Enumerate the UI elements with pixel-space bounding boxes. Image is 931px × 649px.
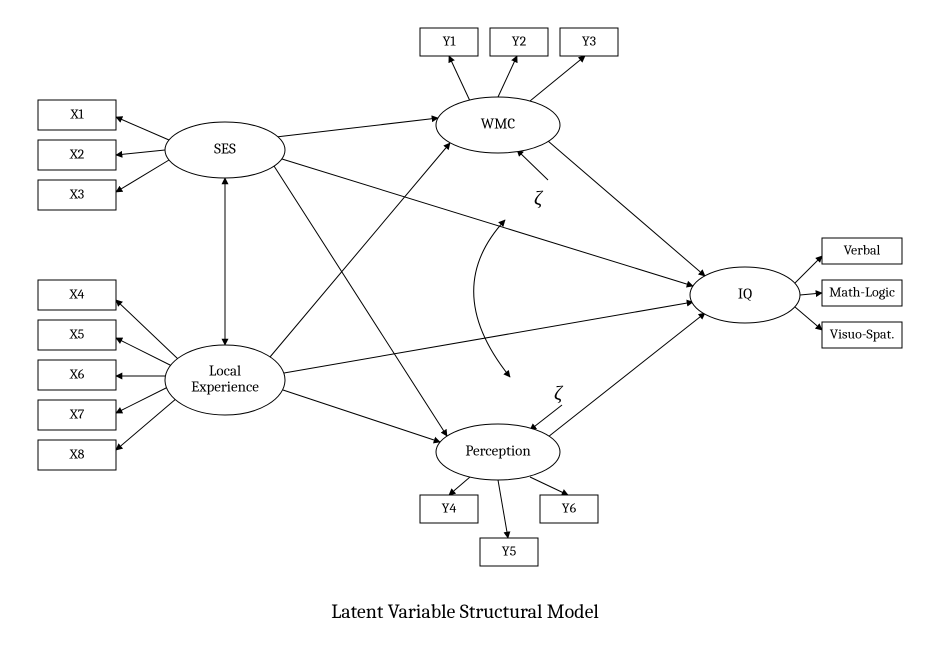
measurement-path-15 xyxy=(800,293,822,295)
indicator-label-y5: Y5 xyxy=(502,542,517,559)
measurement-path-11 xyxy=(449,477,470,495)
measurement-path-0 xyxy=(116,117,169,140)
latent-label-perception: Perception xyxy=(465,442,531,460)
zeta-arrow-1 xyxy=(530,405,562,430)
disturbance-covariance-curve xyxy=(474,220,510,377)
indicator-label-y6: Y6 xyxy=(562,499,577,516)
structural-path-2 xyxy=(276,118,438,137)
indicator-label-y1: Y1 xyxy=(443,32,457,49)
latent-label-iq: IQ xyxy=(738,285,752,303)
measurement-path-10 xyxy=(530,56,585,101)
measurement-path-12 xyxy=(498,480,508,538)
structural-path-4 xyxy=(270,143,450,357)
indicator-label-x5: X5 xyxy=(69,325,85,342)
measurement-path-13 xyxy=(530,477,568,495)
zeta-label-1: ζ xyxy=(554,382,564,405)
measurement-path-3 xyxy=(116,300,178,359)
latent-label-ses: SES xyxy=(214,140,236,158)
indicator-label-x8: X8 xyxy=(69,445,85,462)
indicator-label-x3: X3 xyxy=(69,185,84,202)
measurement-path-7 xyxy=(116,398,177,450)
measurement-path-1 xyxy=(116,150,165,155)
latent-label-wmc: WMC xyxy=(481,115,516,133)
indicator-label-visuospat: Visuo-Spat. xyxy=(830,325,895,342)
latent-label-local-l1: Experience xyxy=(191,378,259,396)
structural-path-7 xyxy=(548,313,705,437)
zeta-label-0: ζ xyxy=(534,187,544,210)
measurement-path-8 xyxy=(449,56,470,101)
structural-path-1 xyxy=(284,302,693,373)
structural-path-0 xyxy=(282,159,693,286)
indicator-label-y2: Y2 xyxy=(512,32,527,49)
zeta-arrow-0 xyxy=(517,150,548,180)
diagram-title: Latent Variable Structural Model xyxy=(331,600,599,623)
measurement-path-16 xyxy=(795,307,822,330)
indicator-label-y4: Y4 xyxy=(442,499,457,516)
indicator-label-x7: X7 xyxy=(69,405,85,422)
indicator-label-y3: Y3 xyxy=(582,32,596,49)
indicator-label-x6: X6 xyxy=(69,365,85,382)
measurement-path-4 xyxy=(116,338,172,366)
indicator-label-verbal: Verbal xyxy=(844,241,881,258)
indicator-label-mathlogic: Math-Logic xyxy=(829,283,895,300)
structural-path-5 xyxy=(283,390,440,442)
structural-path-6 xyxy=(548,141,705,276)
sem-diagram: SESLocalExperienceWMCPerceptionIQX1X2X3X… xyxy=(0,0,931,649)
measurement-path-2 xyxy=(116,160,169,192)
indicator-label-x4: X4 xyxy=(69,285,85,302)
indicator-label-x1: X1 xyxy=(69,105,84,122)
measurement-path-6 xyxy=(116,386,170,413)
indicator-label-x2: X2 xyxy=(69,145,85,162)
measurement-path-14 xyxy=(795,256,822,283)
measurement-path-9 xyxy=(498,56,517,97)
